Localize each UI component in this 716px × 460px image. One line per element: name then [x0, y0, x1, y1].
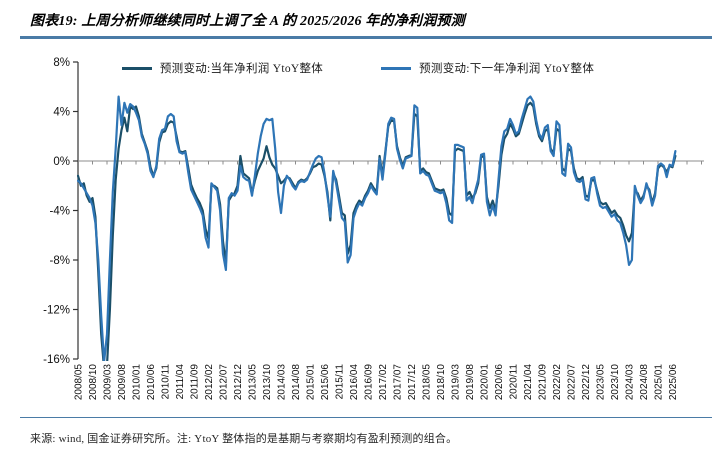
x-axis-label: 2019/03 [451, 364, 462, 401]
y-axis-label: -12% [43, 304, 70, 316]
y-axis-label: -16% [43, 354, 70, 366]
x-axis-label: 2018/05 [422, 364, 433, 401]
x-axis-label: 2014/03 [277, 364, 288, 401]
legend-item-current-year: 预测变动:当年净利润 YtoY整体 [121, 60, 324, 76]
x-axis-label: 2014/08 [291, 364, 302, 401]
x-axis-label: 2022/02 [552, 364, 563, 401]
x-axis-label: 2021/09 [538, 364, 549, 401]
x-axis-label: 2015/01 [306, 364, 317, 401]
x-axis-label: 2017/07 [393, 364, 404, 401]
x-axis-label: 2016/09 [364, 364, 375, 401]
x-axis-label: 2025/06 [668, 364, 679, 401]
x-axis-label: 2018/10 [436, 364, 447, 401]
x-axis-label: 2008/10 [88, 364, 99, 401]
legend-label-next-year: 预测变动:下一年净利润 YtoY整体 [419, 63, 595, 75]
chart-legend: 预测变动:当年净利润 YtoY整体 预测变动:下一年净利润 YtoY整体 [0, 60, 716, 76]
legend-line-swatch-light [381, 66, 412, 70]
x-axis-label: 2024/03 [625, 364, 636, 401]
x-axis-label: 2010/06 [146, 364, 157, 401]
series-line-next-year [77, 95, 677, 361]
x-axis-label: 2020/01 [480, 364, 491, 401]
x-axis-label: 2022/12 [581, 364, 592, 401]
x-axis-label: 2012/12 [233, 364, 244, 401]
forecast-revision-line-chart: 8% 4% 0% -4% -8% -12% -16% 2008/05 2008/10 2009/0… [43, 57, 704, 401]
x-axis-label: 2012/07 [219, 364, 230, 401]
x-axis-label: 2009/08 [117, 364, 128, 401]
y-axis-label: -8% [50, 255, 70, 267]
x-axis-label: 2013/05 [248, 364, 259, 401]
x-axis-label: 2010/01 [132, 364, 143, 401]
x-axis-label: 2017/12 [407, 364, 418, 401]
x-axis-label: 2023/10 [610, 364, 621, 401]
legend-label-current-year: 预测变动:当年净利润 YtoY整体 [159, 63, 324, 75]
x-axis-label: 2015/06 [320, 364, 331, 401]
legend-item-next-year: 预测变动:下一年净利润 YtoY整体 [381, 60, 594, 76]
x-axis-label: 2022/07 [567, 364, 578, 401]
x-axis-label: 2020/11 [509, 364, 520, 400]
x-axis-label: 2008/05 [74, 364, 85, 401]
bottom-divider-rule [20, 417, 712, 418]
legend-line-swatch-dark [121, 66, 152, 70]
y-axis-label: 8% [53, 57, 70, 69]
source-note: 来源: wind, 国金证券研究所。注: YtoY 整体指的是基期与考察期均有盈… [30, 433, 458, 445]
x-axis-label: 2012/02 [204, 364, 215, 401]
x-axis-label: 2011/04 [175, 364, 186, 400]
x-axis-label: 2024/08 [639, 364, 650, 401]
x-axis-label: 2015/11 [335, 364, 346, 400]
x-axis-label: 2023/05 [596, 364, 607, 401]
x-axis-label: 2016/04 [349, 364, 360, 401]
figure-title: 图表19: 上周分析师继续同时上调了全 A 的 2025/2026 年的净利润预… [30, 14, 465, 29]
x-axis-label: 2011/09 [190, 364, 201, 400]
x-axis-label: 2021/04 [523, 364, 534, 401]
x-axis-label: 2019/08 [465, 364, 476, 401]
x-axis-label: 2009/03 [103, 364, 114, 401]
x-axis-label: 2025/01 [654, 364, 665, 401]
x-axis-label: 2017/02 [378, 364, 389, 401]
x-axis-label: 2020/06 [494, 364, 505, 401]
x-axis-label: 2013/10 [262, 364, 273, 401]
y-axis-label: -4% [50, 205, 70, 217]
y-axis-label: 0% [53, 156, 70, 168]
y-axis-label: 4% [53, 106, 70, 118]
x-axis-label: 2010/11 [161, 364, 172, 400]
series-line-current-year [77, 101, 677, 361]
title-divider-rule [20, 36, 712, 39]
